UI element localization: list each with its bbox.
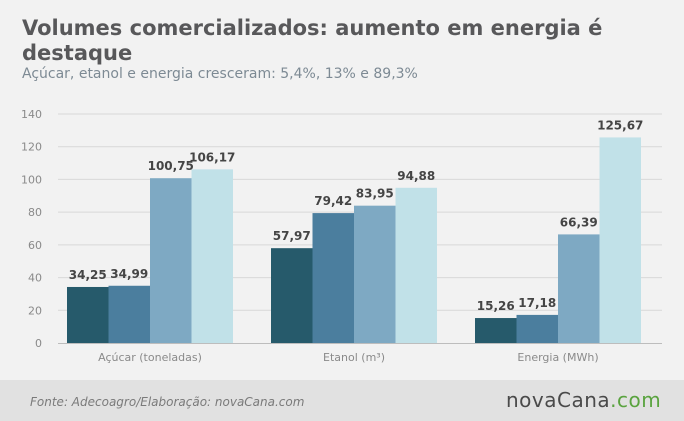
source-note: Fonte: Adecoagro/Elaboração: novaCana.co… (30, 395, 305, 409)
y-tick-label: 60 (28, 239, 42, 252)
bar (191, 169, 233, 343)
data-label: 34,99 (110, 267, 148, 281)
y-tick-label: 40 (28, 272, 42, 285)
y-tick-label: 20 (28, 304, 42, 317)
bar (475, 318, 517, 343)
y-axis-ticks: 0 20 40 60 80 100 120 140 (21, 108, 42, 350)
bar-chart: 0 20 40 60 80 100 120 140 34,25 34,99 100,75106,1… (21, 108, 662, 364)
y-tick-label: 120 (21, 141, 42, 154)
bar (395, 187, 437, 343)
data-label: 83,95 (356, 187, 394, 201)
bar (271, 248, 313, 343)
data-label: 125,67 (597, 118, 643, 132)
bar (599, 137, 641, 343)
x-tick-label: Energia (MWh) (517, 351, 598, 364)
bar (558, 234, 600, 343)
x-tick-label: Etanol (m³) (323, 351, 385, 364)
y-tick-label: 80 (28, 206, 42, 219)
data-label: 57,97 (273, 229, 311, 243)
data-label: 66,39 (560, 215, 598, 229)
bar (150, 178, 192, 343)
bar (312, 213, 354, 343)
data-label: 100,75 (148, 159, 194, 173)
bars (67, 137, 641, 343)
logo-domain: .com (610, 388, 662, 412)
bar (67, 286, 109, 343)
data-label: 94,88 (397, 169, 435, 183)
bar (108, 285, 150, 343)
data-label: 79,42 (314, 194, 352, 208)
footer-bar (0, 380, 684, 421)
bar (516, 314, 558, 343)
chart-subtitle: Açúcar, etanol e energia cresceram: 5,4%… (22, 66, 418, 82)
brand-logo: novaCana.com (506, 388, 661, 412)
logo-main: novaCana (506, 388, 611, 412)
y-tick-label: 140 (21, 108, 42, 121)
data-label: 15,26 (477, 299, 515, 313)
y-tick-label: 0 (35, 337, 42, 350)
data-label: 34,25 (69, 268, 107, 282)
x-tick-label: Açúcar (toneladas) (98, 351, 202, 364)
data-label: 106,17 (189, 150, 235, 164)
chart-title: Volumes comercializados: aumento em ener… (22, 16, 603, 65)
x-axis-ticks: Açúcar (toneladas) Etanol (m³) Energia (MW… (98, 351, 599, 364)
y-tick-label: 100 (21, 173, 42, 186)
bar (354, 205, 396, 343)
data-label: 17,18 (518, 296, 556, 310)
